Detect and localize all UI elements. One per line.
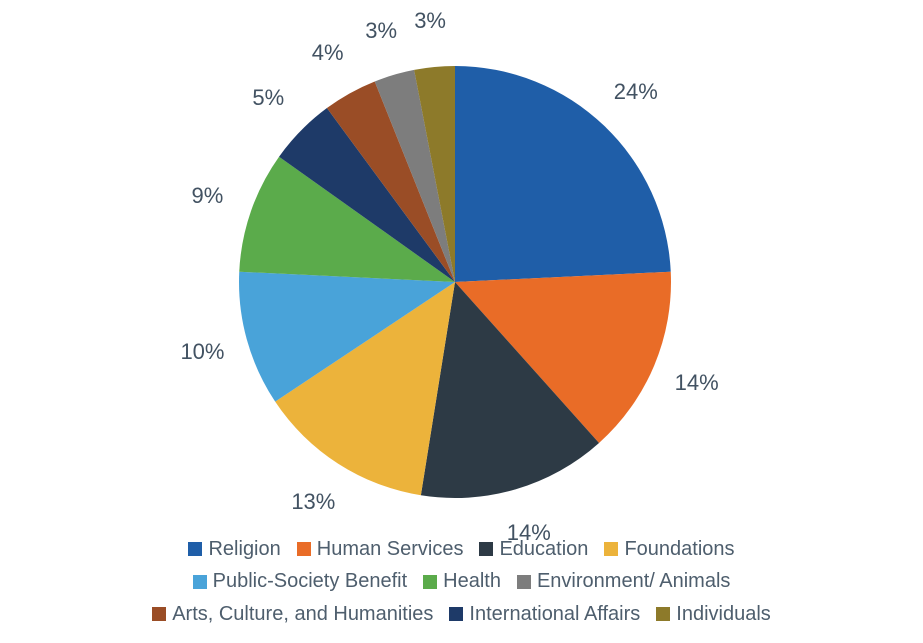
legend-item: Religion <box>188 534 280 565</box>
legend-label: Religion <box>208 534 280 565</box>
legend-swatch <box>297 542 311 556</box>
legend-item: Individuals <box>656 599 771 630</box>
legend-swatch <box>152 607 166 621</box>
legend-swatch <box>423 575 437 589</box>
legend-swatch <box>656 607 670 621</box>
pie-slice <box>455 66 671 282</box>
legend-swatch <box>193 575 207 589</box>
legend-label: Human Services <box>317 534 464 565</box>
legend-swatch <box>479 542 493 556</box>
legend-item: Education <box>479 534 588 565</box>
legend-item: Health <box>423 566 501 597</box>
legend-item: Arts, Culture, and Humanities <box>152 599 433 630</box>
legend-swatch <box>604 542 618 556</box>
legend-item: Public-Society Benefit <box>193 566 408 597</box>
legend-item: Foundations <box>604 534 734 565</box>
legend-item: Human Services <box>297 534 464 565</box>
legend-label: Public-Society Benefit <box>213 566 408 597</box>
legend-swatch <box>188 542 202 556</box>
legend-label: Education <box>499 534 588 565</box>
legend-item: Environment/ Animals <box>517 566 730 597</box>
legend-swatch <box>517 575 531 589</box>
legend-swatch <box>449 607 463 621</box>
legend-item: International Affairs <box>449 599 640 630</box>
legend-label: Environment/ Animals <box>537 566 730 597</box>
legend-label: International Affairs <box>469 599 640 630</box>
legend-label: Arts, Culture, and Humanities <box>172 599 433 630</box>
legend-label: Individuals <box>676 599 771 630</box>
pie-chart-container: Religion Human Services Education Foundatio… <box>0 0 923 643</box>
legend-label: Foundations <box>624 534 734 565</box>
legend-label: Health <box>443 566 501 597</box>
chart-legend: Religion Human Services Education Foundatio… <box>92 534 832 632</box>
